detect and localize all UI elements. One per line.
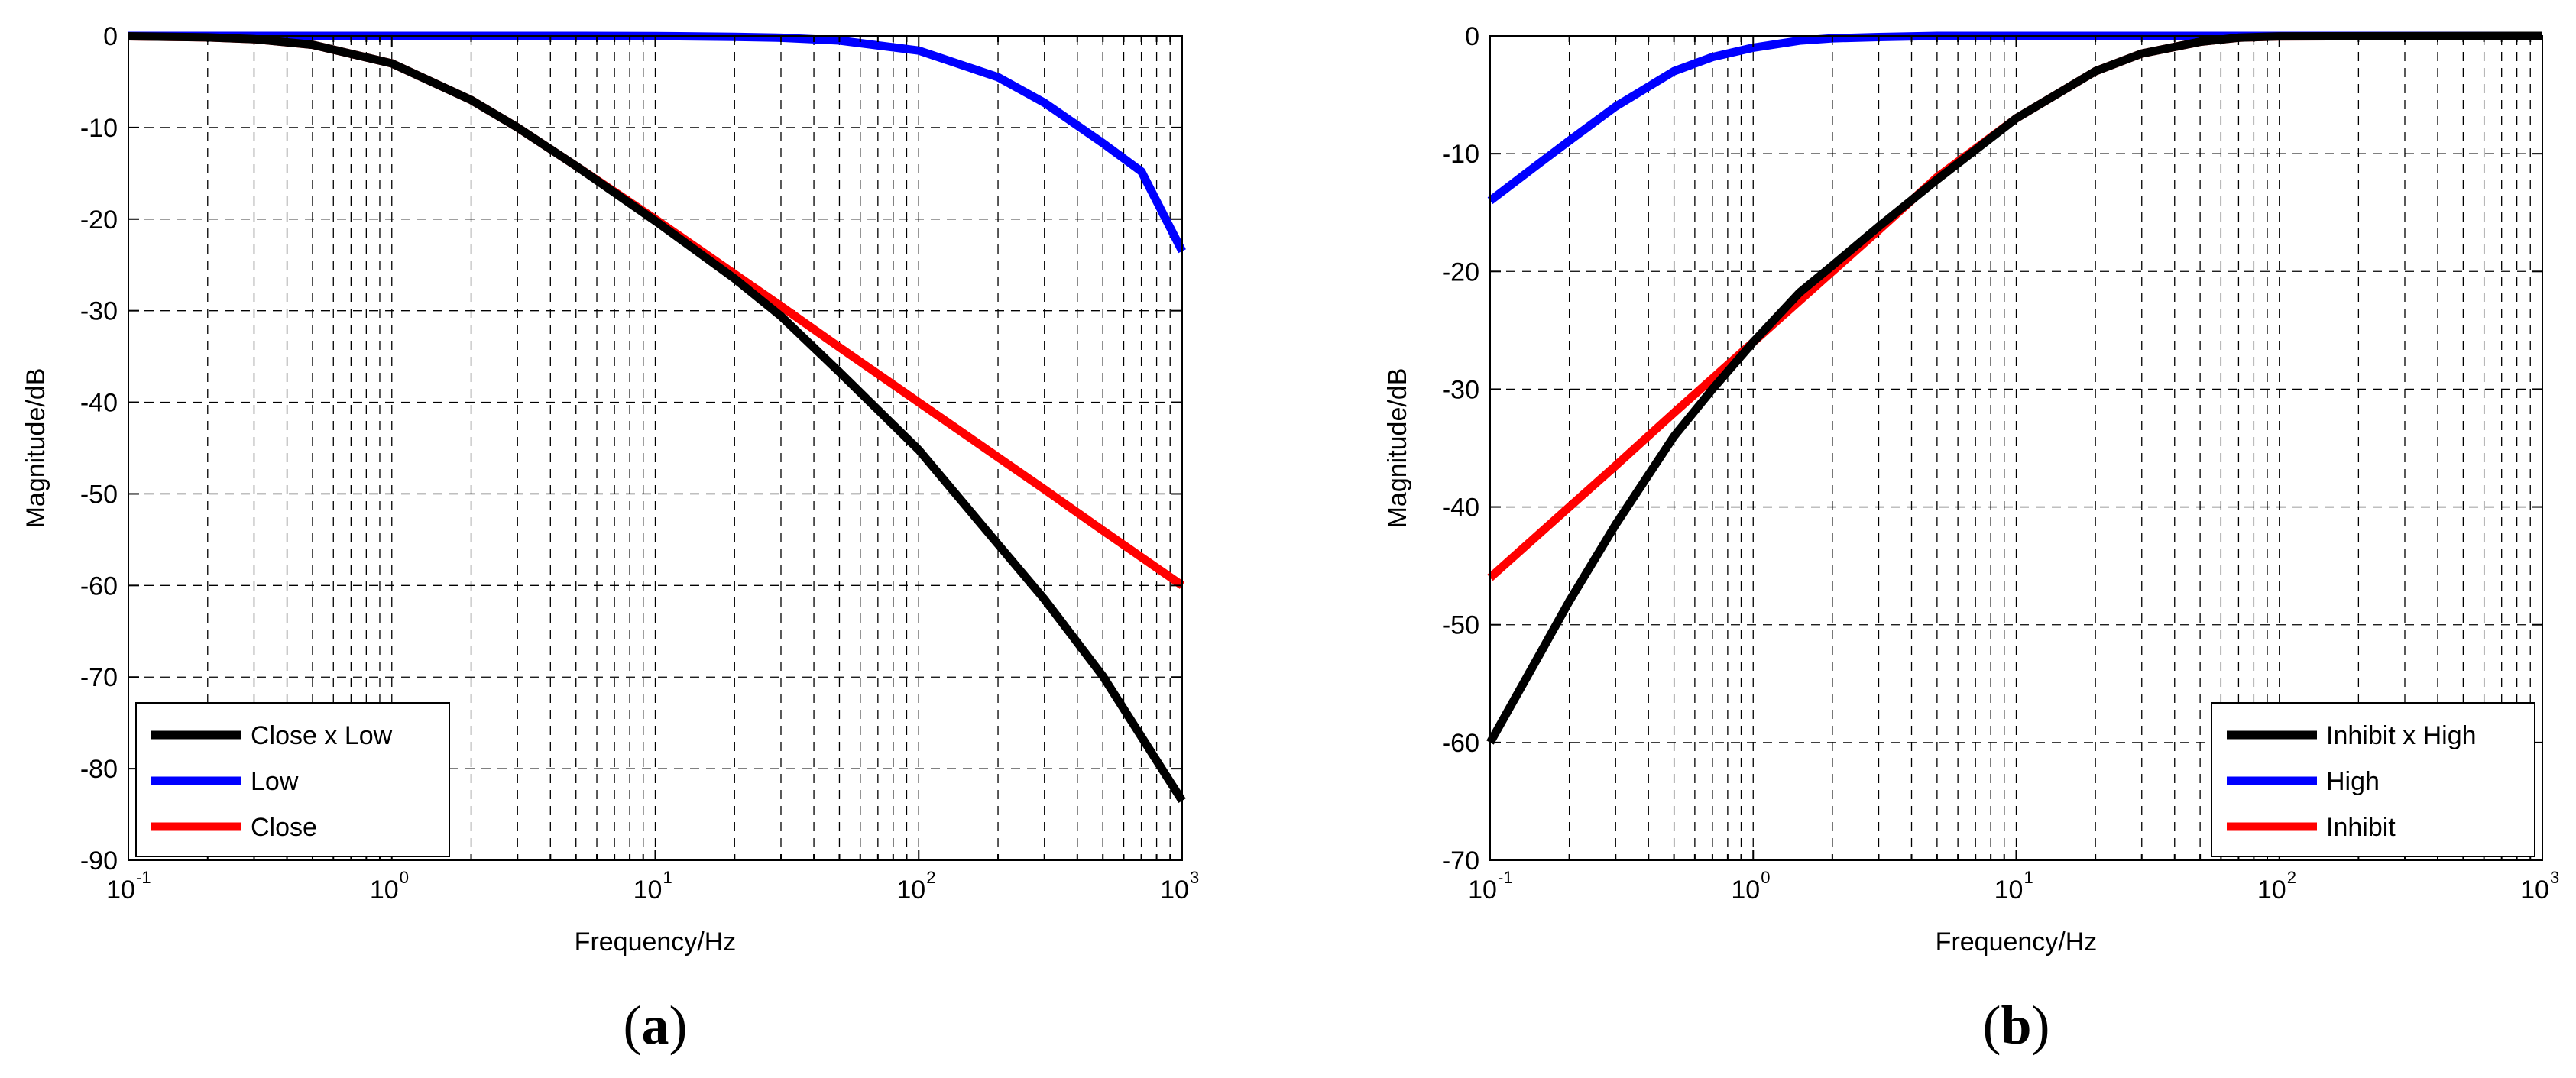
panel-label-close: ) <box>2032 995 2050 1056</box>
x-tick-label: 10 <box>896 876 925 905</box>
y-axis-title: Magnitude/dB <box>21 368 50 529</box>
x-tick-label: 10 <box>370 876 399 905</box>
legend-label-1: Low <box>251 767 299 796</box>
legend-label-2: Close <box>251 813 317 842</box>
x-tick-label: 10 <box>2257 876 2286 905</box>
y-tick-label: 0 <box>103 22 118 51</box>
x-tick-exponent: 3 <box>2550 868 2559 887</box>
x-tick-exponent: 1 <box>2024 868 2033 887</box>
x-axis-title: Frequency/Hz <box>1936 927 2098 957</box>
legend-label-0: Inhibit x High <box>2326 721 2477 750</box>
y-tick-label: -30 <box>1442 375 1479 404</box>
panel-label-close: ) <box>669 995 688 1056</box>
x-tick-exponent: -1 <box>136 868 151 887</box>
x-tick-exponent: 3 <box>1190 868 1199 887</box>
x-tick-exponent: 0 <box>400 868 409 887</box>
y-tick-label: -40 <box>80 389 118 418</box>
series-line-0 <box>128 32 1186 804</box>
y-tick-label: -30 <box>80 297 118 326</box>
legend-label-0: Close x Low <box>251 721 393 750</box>
panel-label-open: ( <box>1982 995 2001 1056</box>
panel-label-letter: a <box>642 995 669 1056</box>
x-tick-label: 10 <box>1468 876 1497 905</box>
x-tick-label: 10 <box>1160 876 1189 905</box>
y-tick-label: -10 <box>80 114 118 143</box>
y-tick-label: -50 <box>80 480 118 509</box>
x-tick-exponent: 1 <box>663 868 672 887</box>
x-tick-label: 10 <box>2520 876 2549 905</box>
y-tick-label: -80 <box>80 755 118 784</box>
panel-label-open: ( <box>624 995 642 1056</box>
x-tick-exponent: 0 <box>1761 868 1770 887</box>
x-tick-exponent: 2 <box>2287 868 2296 887</box>
panel-label-b: (b) <box>1982 995 2049 1056</box>
y-tick-label: -70 <box>1442 847 1479 876</box>
axes <box>128 35 1183 861</box>
y-tick-label: -20 <box>1442 257 1479 286</box>
panel-label-a: (a) <box>624 995 688 1056</box>
x-tick-exponent: 2 <box>926 868 935 887</box>
x-tick-label: 10 <box>106 876 135 905</box>
x-tick-label: 10 <box>1994 876 2024 905</box>
axes <box>1489 35 2543 861</box>
legend: Inhibit x High High Inhibit <box>2211 702 2535 857</box>
legend: Close x Low Low Close <box>135 702 450 857</box>
y-tick-label: -10 <box>1442 140 1479 169</box>
series-line-0 <box>1486 31 2543 745</box>
y-tick-label: -60 <box>80 571 118 601</box>
y-axis-title: Magnitude/dB <box>1383 368 1412 529</box>
y-tick-label: -90 <box>80 847 118 876</box>
x-tick-exponent: -1 <box>1498 868 1513 887</box>
y-tick-label: -20 <box>80 206 118 235</box>
y-tick-label: 0 <box>1465 22 1479 51</box>
y-tick-label: -40 <box>1442 494 1479 523</box>
x-tick-label: 10 <box>1731 876 1760 905</box>
x-tick-label: 10 <box>633 876 663 905</box>
x-axis-title: Frequency/Hz <box>575 927 737 957</box>
legend-label-2: Inhibit <box>2326 813 2396 842</box>
legend-label-1: High <box>2326 767 2380 796</box>
panel-label-letter: b <box>2001 995 2031 1056</box>
y-tick-label: -50 <box>1442 611 1479 640</box>
y-tick-label: -70 <box>80 663 118 692</box>
y-tick-label: -60 <box>1442 729 1479 758</box>
